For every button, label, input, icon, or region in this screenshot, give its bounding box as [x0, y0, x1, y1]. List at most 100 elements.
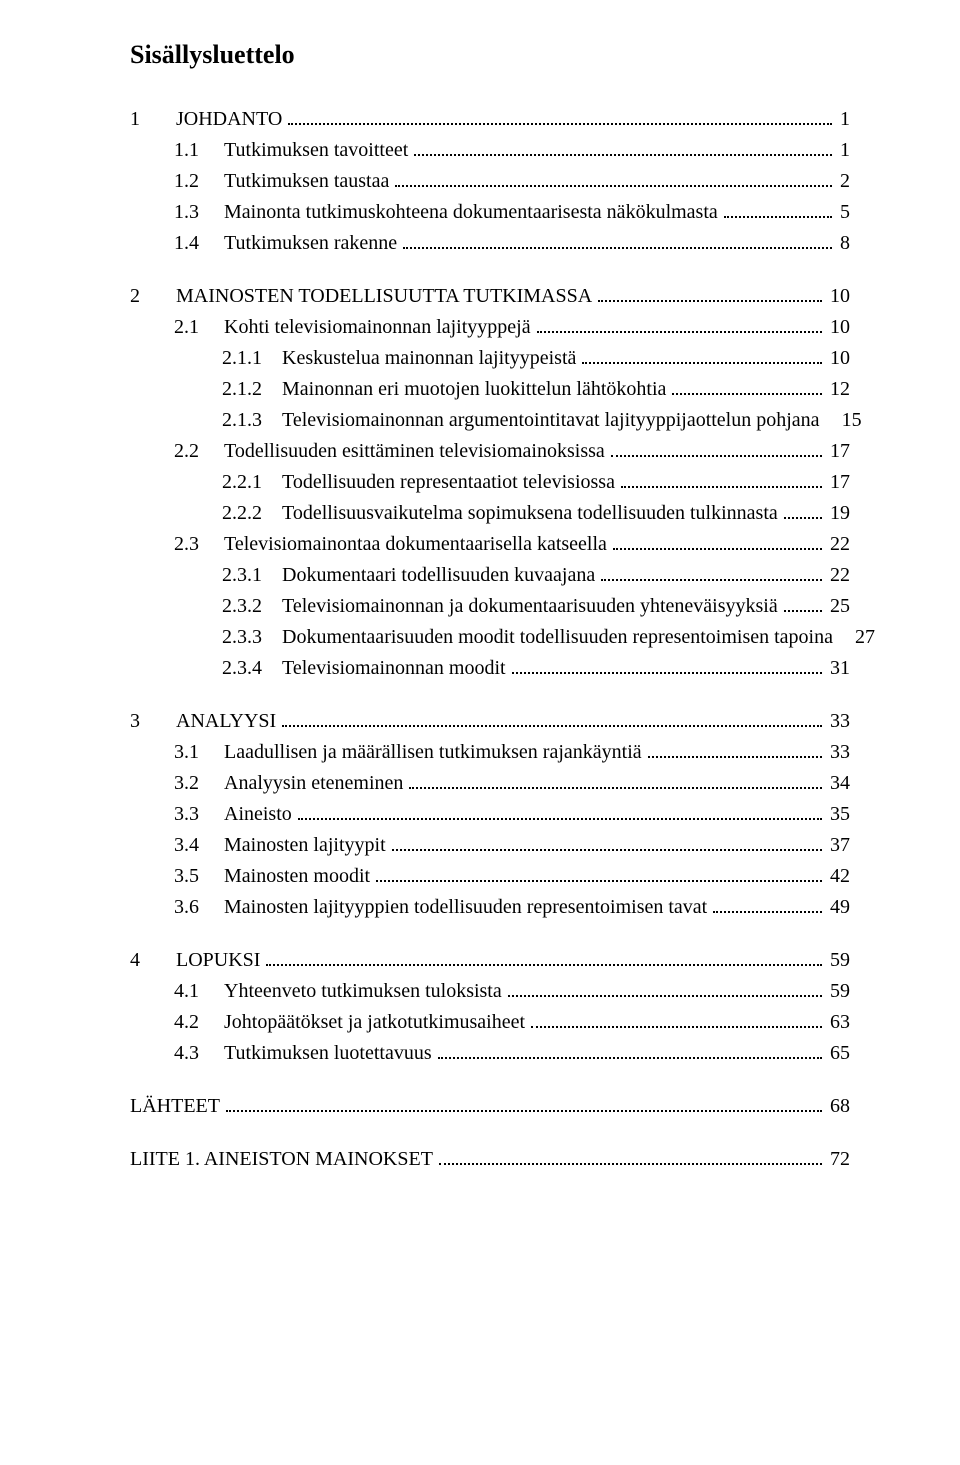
toc-entry-label: 4.1: [174, 976, 224, 1007]
toc-entry: 1JOHDANTO1: [130, 104, 850, 135]
toc-entry: 2.1.3Televisiomainonnan argumentointitav…: [222, 405, 850, 436]
toc-leader-dots: [537, 331, 822, 333]
toc-entry-text: Televisiomainontaa dokumentaarisella kat…: [224, 529, 611, 560]
toc-entry: 3.1Laadullisen ja määrällisen tutkimukse…: [174, 737, 850, 768]
toc-leader-dots: [784, 610, 822, 612]
toc-leader-dots: [598, 300, 822, 302]
toc-entry-page: 27: [851, 622, 875, 653]
toc-entry-label: 2.1.2: [222, 374, 282, 405]
toc-entry: LÄHTEET 68: [130, 1091, 850, 1122]
toc-entry-text: Analyysin eteneminen: [224, 768, 407, 799]
toc-entry-page: 17: [826, 467, 850, 498]
toc-leader-dots: [621, 486, 822, 488]
toc-entry-page: 31: [826, 653, 850, 684]
toc-entry-text: Todellisuusvaikutelma sopimuksena todell…: [282, 498, 782, 529]
toc-entry-text: Tutkimuksen rakenne: [224, 228, 401, 259]
table-of-contents: 1JOHDANTO11.1Tutkimuksen tavoitteet11.2T…: [130, 104, 850, 1175]
toc-entry-page: 72: [826, 1144, 850, 1175]
toc-entry-label: 3.5: [174, 861, 224, 892]
toc-leader-dots: [414, 154, 832, 156]
toc-entry-page: 22: [826, 560, 850, 591]
toc-entry-page: 34: [826, 768, 850, 799]
toc-leader-dots: [395, 185, 832, 187]
toc-leader-dots: [648, 756, 822, 758]
toc-entry-label: 2.3.4: [222, 653, 282, 684]
toc-entry: 3ANALYYSI33: [130, 706, 850, 737]
toc-leader-dots: [672, 393, 822, 395]
toc-entry-text: ANALYYSI: [176, 706, 280, 737]
toc-entry-label: 3.4: [174, 830, 224, 861]
toc-entry-text: Todellisuuden representaatiot televisios…: [282, 467, 619, 498]
toc-entry: 1.2Tutkimuksen taustaa2: [174, 166, 850, 197]
toc-entry-label: 2.2.2: [222, 498, 282, 529]
toc-entry-page: 22: [826, 529, 850, 560]
toc-entry: 2.3.1Dokumentaari todellisuuden kuvaajan…: [222, 560, 850, 591]
toc-leader-dots: [613, 548, 822, 550]
toc-entry: 2.1Kohti televisiomainonnan lajityyppejä…: [174, 312, 850, 343]
toc-entry-page: 1: [836, 104, 850, 135]
toc-entry-page: 2: [836, 166, 850, 197]
toc-entry-text: Mainosten lajityypit: [224, 830, 390, 861]
toc-entry-page: 63: [826, 1007, 850, 1038]
toc-entry: 2.2.2Todellisuusvaikutelma sopimuksena t…: [222, 498, 850, 529]
toc-leader-dots: [392, 849, 822, 851]
toc-entry: 2.3.2Televisiomainonnan ja dokumentaaris…: [222, 591, 850, 622]
toc-entry: LIITE 1. AINEISTON MAINOKSET 72: [130, 1144, 850, 1175]
toc-entry-label: 2.3.1: [222, 560, 282, 591]
toc-entry-page: 19: [826, 498, 850, 529]
toc-entry-text: Televisiomainonnan moodit: [282, 653, 510, 684]
toc-entry: 4.1Yhteenveto tutkimuksen tuloksista59: [174, 976, 850, 1007]
toc-leader-dots: [784, 517, 822, 519]
toc-entry-label: 4.3: [174, 1038, 224, 1069]
toc-entry-text: Mainosten lajityyppien todellisuuden rep…: [224, 892, 711, 923]
toc-leader-dots: [724, 216, 832, 218]
toc-leader-dots: [512, 672, 822, 674]
toc-entry-label: 2: [130, 281, 176, 312]
toc-leader-dots: [266, 964, 822, 966]
toc-entry-label: 4: [130, 945, 176, 976]
toc-leader-dots: [438, 1057, 822, 1059]
toc-entry: 2.3.3Dokumentaarisuuden moodit todellisu…: [222, 622, 850, 653]
toc-entry-page: 25: [826, 591, 850, 622]
toc-entry-text: Tutkimuksen taustaa: [224, 166, 393, 197]
toc-entry-page: 68: [826, 1091, 850, 1122]
document-page: Sisällysluettelo 1JOHDANTO11.1Tutkimukse…: [0, 0, 960, 1465]
toc-entry-text: Laadullisen ja määrällisen tutkimuksen r…: [224, 737, 646, 768]
toc-entry-text: Dokumentaarisuuden moodit todellisuuden …: [282, 622, 837, 653]
toc-leader-dots: [611, 455, 822, 457]
toc-leader-dots: [531, 1026, 822, 1028]
toc-entry-page: 8: [836, 228, 850, 259]
toc-entry: 2.3.4Televisiomainonnan moodit 31: [222, 653, 850, 684]
toc-entry-label: 3: [130, 706, 176, 737]
toc-entry: 1.4Tutkimuksen rakenne8: [174, 228, 850, 259]
toc-entry-page: 17: [826, 436, 850, 467]
toc-entry: 3.3Aineisto35: [174, 799, 850, 830]
toc-entry: 4.3Tutkimuksen luotettavuus65: [174, 1038, 850, 1069]
toc-leader-dots: [403, 247, 832, 249]
toc-entry-label: 2.1: [174, 312, 224, 343]
toc-entry-text: Mainonnan eri muotojen luokittelun lähtö…: [282, 374, 670, 405]
toc-entry-text: JOHDANTO: [176, 104, 286, 135]
toc-entry: 2.1.1Keskustelua mainonnan lajityypeistä…: [222, 343, 850, 374]
toc-entry-label: 1.1: [174, 135, 224, 166]
toc-leader-dots: [713, 911, 822, 913]
toc-entry-page: 10: [826, 312, 850, 343]
toc-entry-text: MAINOSTEN TODELLISUUTTA TUTKIMASSA: [176, 281, 596, 312]
toc-entry-page: 10: [826, 281, 850, 312]
toc-entry-label: 4.2: [174, 1007, 224, 1038]
toc-entry-text: Kohti televisiomainonnan lajityyppejä: [224, 312, 535, 343]
toc-entry-text: Keskustelua mainonnan lajityypeistä: [282, 343, 580, 374]
toc-entry-label: 2.3.2: [222, 591, 282, 622]
toc-entry-page: 65: [826, 1038, 850, 1069]
toc-entry-text: Televisiomainonnan argumentointitavat la…: [282, 405, 824, 436]
toc-entry-text: LOPUKSI: [176, 945, 264, 976]
toc-entry-page: 37: [826, 830, 850, 861]
toc-entry-text: LÄHTEET: [130, 1091, 224, 1122]
toc-entry-label: 3.3: [174, 799, 224, 830]
toc-entry-text: Yhteenveto tutkimuksen tuloksista: [224, 976, 506, 1007]
toc-entry-page: 59: [826, 945, 850, 976]
toc-entry-text: LIITE 1. AINEISTON MAINOKSET: [130, 1144, 437, 1175]
toc-leader-dots: [582, 362, 822, 364]
page-title: Sisällysluettelo: [130, 40, 850, 70]
toc-entry-text: Todellisuuden esittäminen televisiomaino…: [224, 436, 609, 467]
